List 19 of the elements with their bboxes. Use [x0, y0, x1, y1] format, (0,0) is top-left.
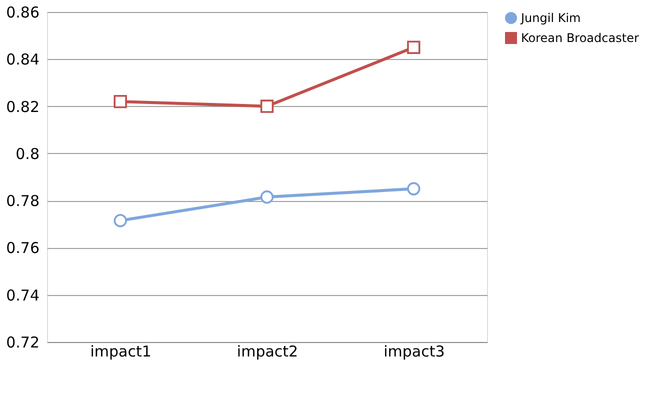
y-tick-label: 0.82 [6, 98, 40, 116]
legend-label: Jungil Kim [520, 11, 581, 25]
y-tick-label: 0.8 [16, 144, 40, 163]
x-tick-label: impact1 [90, 342, 152, 360]
y-tick-label: 0.84 [6, 50, 40, 69]
x-tick-label: impact2 [236, 342, 298, 360]
point [260, 100, 274, 113]
y-tick-label: 0.86 [6, 4, 40, 22]
point [114, 214, 127, 228]
x-tick-label: impact3 [384, 342, 445, 360]
y-tick-label: 0.74 [6, 286, 40, 304]
point [260, 190, 274, 204]
point [407, 182, 420, 196]
point [114, 94, 127, 108]
point [407, 40, 420, 54]
y-tick-label: 0.78 [6, 192, 40, 210]
legend-label: Korean Broadcaster [521, 31, 639, 45]
y-tick-label: 0.72 [6, 334, 40, 352]
y-tick-label: 0.76 [6, 239, 40, 258]
